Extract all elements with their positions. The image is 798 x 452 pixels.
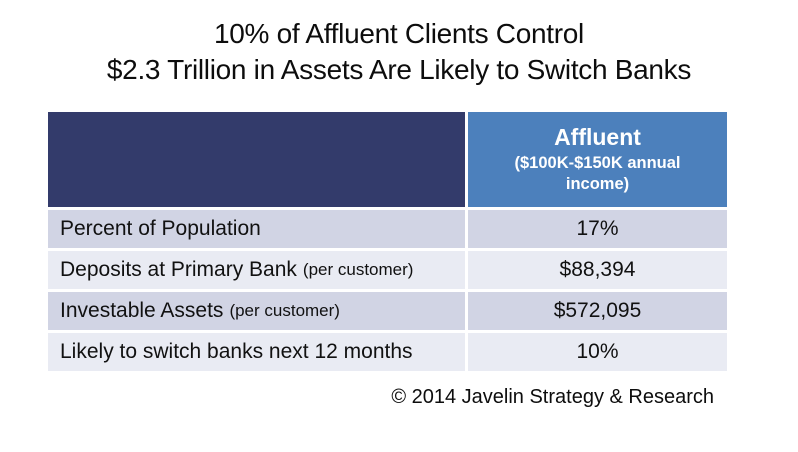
- row-label-text: Percent of Population: [60, 217, 261, 240]
- table-row-label: Deposits at Primary Bank (per customer): [48, 251, 465, 289]
- row-label-note: (per customer): [302, 260, 414, 279]
- table-row-value: $88,394: [468, 251, 727, 289]
- slide-title: 10% of Affluent Clients Control $2.3 Tri…: [0, 16, 798, 88]
- table-header-blank-cell: [48, 112, 465, 207]
- table-row-value: 17%: [468, 210, 727, 248]
- table-row-label: Likely to switch banks next 12 months: [48, 333, 465, 371]
- table-header-affluent-cell: Affluent ($100K-$150K annual income): [468, 112, 727, 207]
- table-row-label: Percent of Population: [48, 210, 465, 248]
- slide-title-line1: 10% of Affluent Clients Control: [214, 18, 584, 49]
- table-row-label: Investable Assets (per customer): [48, 292, 465, 330]
- row-label-text: Investable Assets: [60, 299, 224, 322]
- table-row-value: $572,095: [468, 292, 727, 330]
- affluent-header-subtitle: ($100K-$150K annual income): [514, 154, 681, 193]
- affluent-header-title: Affluent: [554, 124, 641, 150]
- table-row-value: 10%: [468, 333, 727, 371]
- row-label-note: (per customer): [229, 301, 340, 320]
- copyright-text: © 2014 Javelin Strategy & Research: [391, 386, 714, 408]
- slide-title-line2: $2.3 Trillion in Assets Are Likely to Sw…: [106, 54, 692, 85]
- row-label-text: Likely to switch banks next 12 months: [60, 340, 413, 363]
- row-label-text: Deposits at Primary Bank: [60, 258, 297, 281]
- affluent-data-table: Affluent ($100K-$150K annual income) Per…: [48, 112, 727, 371]
